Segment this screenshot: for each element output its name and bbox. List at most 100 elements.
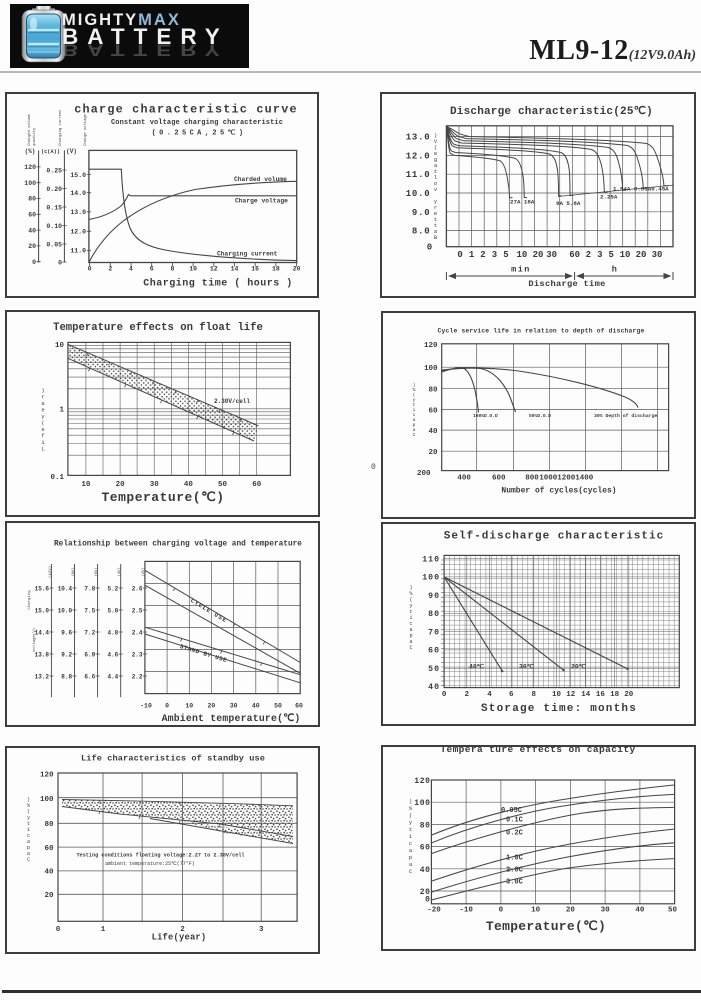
svg-text:): ) <box>41 387 44 394</box>
svg-text:7.5: 7.5 <box>84 607 95 614</box>
svg-text:80: 80 <box>428 610 440 619</box>
svg-text:(V): (V) <box>66 148 77 155</box>
svg-text:60: 60 <box>420 844 431 853</box>
svg-text:20: 20 <box>116 481 126 489</box>
svg-text:Number of cycles(cycles): Number of cycles(cycles) <box>501 487 616 496</box>
svg-text:3: 3 <box>259 926 264 934</box>
svg-text:charge characteristic curve: charge characteristic curve <box>74 103 298 117</box>
svg-text:6.9: 6.9 <box>84 651 95 658</box>
svg-text:2: 2 <box>586 250 591 260</box>
svg-text:18: 18 <box>610 691 620 699</box>
svg-text:(12V): (12V) <box>48 566 53 578</box>
svg-text:8: 8 <box>532 691 537 699</box>
svg-text:30% Depth of discharge: 30% Depth of discharge <box>594 413 657 419</box>
svg-text:5.2: 5.2 <box>107 585 118 592</box>
svg-text:(2V): (2V) <box>141 567 146 577</box>
svg-text:20: 20 <box>293 266 301 273</box>
svg-text:20: 20 <box>207 703 215 710</box>
svg-text:13.0: 13.0 <box>406 133 431 143</box>
svg-text:50: 50 <box>668 907 678 915</box>
svg-text:15.0: 15.0 <box>70 172 86 179</box>
svg-text:50: 50 <box>428 665 440 674</box>
svg-text:Self-discharge characteristic: Self-discharge characteristic <box>444 531 664 543</box>
svg-text:-10: -10 <box>140 703 152 710</box>
svg-text:i: i <box>41 439 45 446</box>
svg-text:t: t <box>413 402 416 408</box>
svg-text:2: 2 <box>480 250 485 260</box>
svg-text:0.20: 0.20 <box>46 186 62 193</box>
svg-text:0.10: 0.10 <box>46 223 62 230</box>
svg-text:10.0: 10.0 <box>58 607 73 614</box>
svg-text:18: 18 <box>272 266 280 273</box>
svg-text:7.2: 7.2 <box>84 629 95 636</box>
svg-text:y: y <box>434 198 438 205</box>
svg-text:3.0C: 3.0C <box>506 879 523 887</box>
svg-text:a: a <box>27 851 30 857</box>
svg-text:2: 2 <box>180 926 185 934</box>
svg-text:0: 0 <box>499 907 504 915</box>
svg-text:4.6: 4.6 <box>107 651 118 658</box>
svg-text:f: f <box>41 433 44 440</box>
svg-text:-20: -20 <box>427 907 441 915</box>
svg-text:16: 16 <box>251 266 259 273</box>
svg-text:0.1C: 0.1C <box>506 817 523 825</box>
svg-text:12.0: 12.0 <box>406 151 431 161</box>
svg-text:t: t <box>409 609 412 615</box>
svg-text:2: 2 <box>108 266 112 273</box>
svg-text:0.1: 0.1 <box>50 474 64 482</box>
svg-text:2.4: 2.4 <box>132 629 143 636</box>
svg-text:BATTERY: BATTERY <box>62 40 229 59</box>
svg-text:60: 60 <box>28 212 36 219</box>
svg-text:6.6: 6.6 <box>84 673 95 680</box>
svg-text:8.8: 8.8 <box>61 673 72 680</box>
svg-text:10: 10 <box>185 703 193 710</box>
svg-text:3: 3 <box>492 250 497 260</box>
svg-text:t: t <box>434 216 437 223</box>
svg-text:%: % <box>409 805 413 812</box>
svg-text:40: 40 <box>428 683 440 692</box>
svg-text:1: 1 <box>469 250 475 260</box>
svg-text:1: 1 <box>101 926 106 934</box>
svg-text:o: o <box>434 180 437 187</box>
svg-text:): ) <box>409 798 412 805</box>
svg-text:2.3: 2.3 <box>132 651 143 658</box>
svg-text:1.54A 0.85A0.45A: 1.54A 0.85A0.45A <box>613 186 669 193</box>
svg-text:Cycle service life in relation: Cycle service life in relation to depth … <box>438 327 645 334</box>
svg-text:40: 40 <box>28 227 36 234</box>
svg-text:(c(A)): (c(A)) <box>41 149 60 155</box>
svg-text:4.8: 4.8 <box>107 629 118 636</box>
svg-text:1400: 1400 <box>575 474 594 482</box>
svg-text:(: ( <box>413 392 416 398</box>
svg-text:e: e <box>434 150 437 157</box>
svg-text:): ) <box>413 382 416 388</box>
svg-text:c: c <box>27 833 30 839</box>
svg-text:0: 0 <box>58 260 62 267</box>
svg-text:20: 20 <box>420 888 431 897</box>
svg-text:20: 20 <box>428 449 438 457</box>
svg-text:(8V): (8V) <box>71 567 76 577</box>
svg-text:0: 0 <box>165 703 169 710</box>
svg-text:40: 40 <box>184 481 194 489</box>
svg-text:1200: 1200 <box>557 474 576 482</box>
svg-text:90: 90 <box>428 592 440 601</box>
svg-text:120: 120 <box>424 342 438 350</box>
svg-text:Tempera ture effects on capaci: Tempera ture effects on capacity <box>440 747 635 755</box>
svg-text:4: 4 <box>487 691 492 699</box>
svg-text:(0.25CA,25℃): (0.25CA,25℃) <box>152 129 247 138</box>
svg-text:10.4: 10.4 <box>58 585 73 592</box>
svg-text:12: 12 <box>566 691 576 699</box>
svg-text:a: a <box>41 400 45 407</box>
svg-text:): ) <box>27 797 30 803</box>
svg-text:30: 30 <box>230 703 238 710</box>
svg-text:20℃: 20℃ <box>571 663 587 671</box>
svg-text:-10: -10 <box>459 907 473 915</box>
svg-text:a: a <box>413 428 416 433</box>
svg-text:60: 60 <box>44 845 54 853</box>
svg-text:13.2: 13.2 <box>35 673 50 680</box>
svg-text:10: 10 <box>81 481 91 489</box>
svg-text:60: 60 <box>252 481 262 489</box>
svg-text:r: r <box>41 394 44 401</box>
svg-text:L: L <box>41 446 44 453</box>
svg-text:50%D.O.D: 50%D.O.D <box>529 413 551 419</box>
svg-text:40: 40 <box>44 869 54 877</box>
